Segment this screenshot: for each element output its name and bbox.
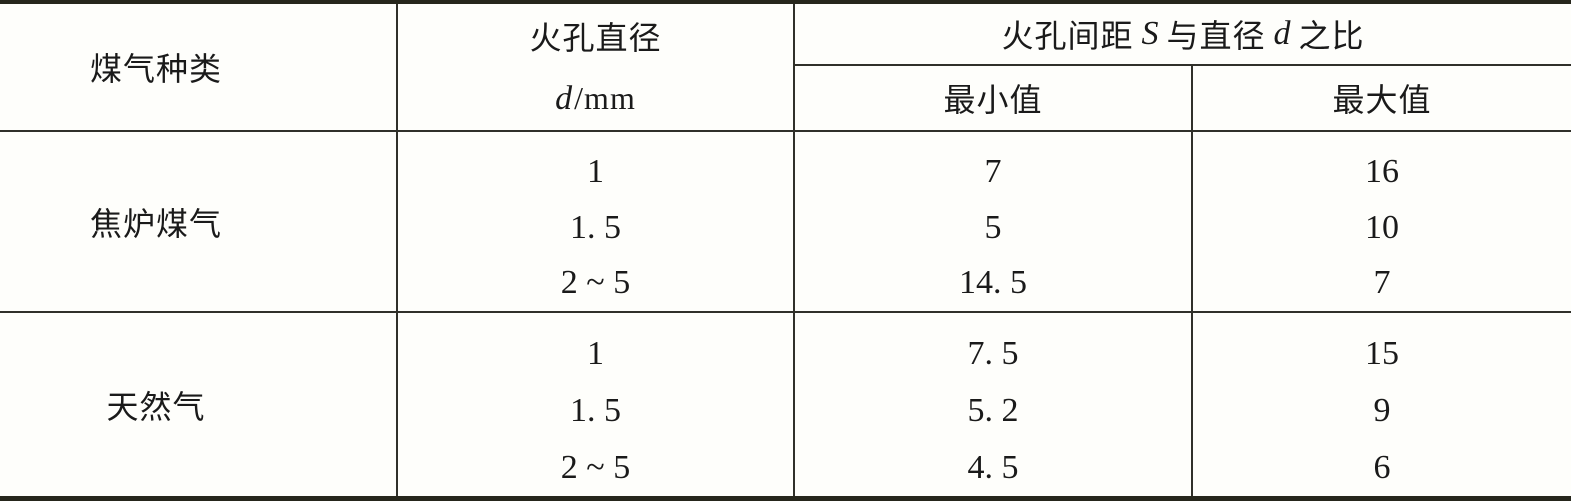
ratio-variable-s: S xyxy=(1141,15,1159,52)
cell-max-values-coke-oven: 16 10 7 xyxy=(1193,130,1571,311)
value-max: 7 xyxy=(1373,264,1391,302)
diameter-unit: /mm xyxy=(574,80,636,116)
cell-diameter-values-natural: 1 1. 5 2 ~ 5 xyxy=(398,311,795,496)
header-diameter-line2: d/mm xyxy=(398,67,793,130)
diameter-variable-d: d xyxy=(555,79,573,117)
header-min-value: 最小值 xyxy=(795,66,1193,130)
cell-max-values-natural: 15 9 6 xyxy=(1193,311,1571,496)
cell-min-values-natural: 7. 5 5. 2 4. 5 xyxy=(795,311,1193,496)
value-min: 4. 5 xyxy=(967,448,1019,486)
value-max: 6 xyxy=(1373,448,1391,486)
value-d: 2 ~ 5 xyxy=(560,264,631,302)
header-gas-type-label: 煤气种类 xyxy=(89,51,222,87)
value-d: 1 xyxy=(587,152,604,190)
value-d: 1 xyxy=(587,334,604,372)
value-max: 16 xyxy=(1365,152,1399,190)
value-min: 7 xyxy=(984,152,1002,190)
cell-gas-coke-oven: 焦炉煤气 xyxy=(0,130,398,311)
value-max: 9 xyxy=(1373,391,1391,429)
value-max: 15 xyxy=(1365,334,1399,372)
cell-min-values-coke-oven: 7 5 14. 5 xyxy=(795,130,1193,311)
header-diameter-line1: 火孔直径 xyxy=(529,19,662,56)
cell-diameter-values-coke-oven: 1 1. 5 2 ~ 5 xyxy=(398,130,795,311)
header-gas-type: 煤气种类 xyxy=(0,4,398,130)
header-max-value: 最大值 xyxy=(1332,82,1432,118)
value-min: 5 xyxy=(984,208,1002,246)
value-d: 2 ~ 5 xyxy=(560,448,631,486)
value-min: 5. 2 xyxy=(967,391,1019,429)
header-fire-hole-diameter: 火孔直径 d/mm xyxy=(398,4,795,130)
header-spacing-ratio: 火孔间距 S 与直径 d 之比 xyxy=(795,4,1571,66)
ratio-variable-d: d xyxy=(1273,15,1291,52)
value-min: 14. 5 xyxy=(959,264,1027,302)
cell-gas-natural: 天然气 xyxy=(0,311,398,496)
value-max: 10 xyxy=(1365,208,1399,246)
value-d: 1. 5 xyxy=(570,208,621,246)
value-d: 1. 5 xyxy=(570,391,621,429)
value-min: 7. 5 xyxy=(967,334,1019,372)
